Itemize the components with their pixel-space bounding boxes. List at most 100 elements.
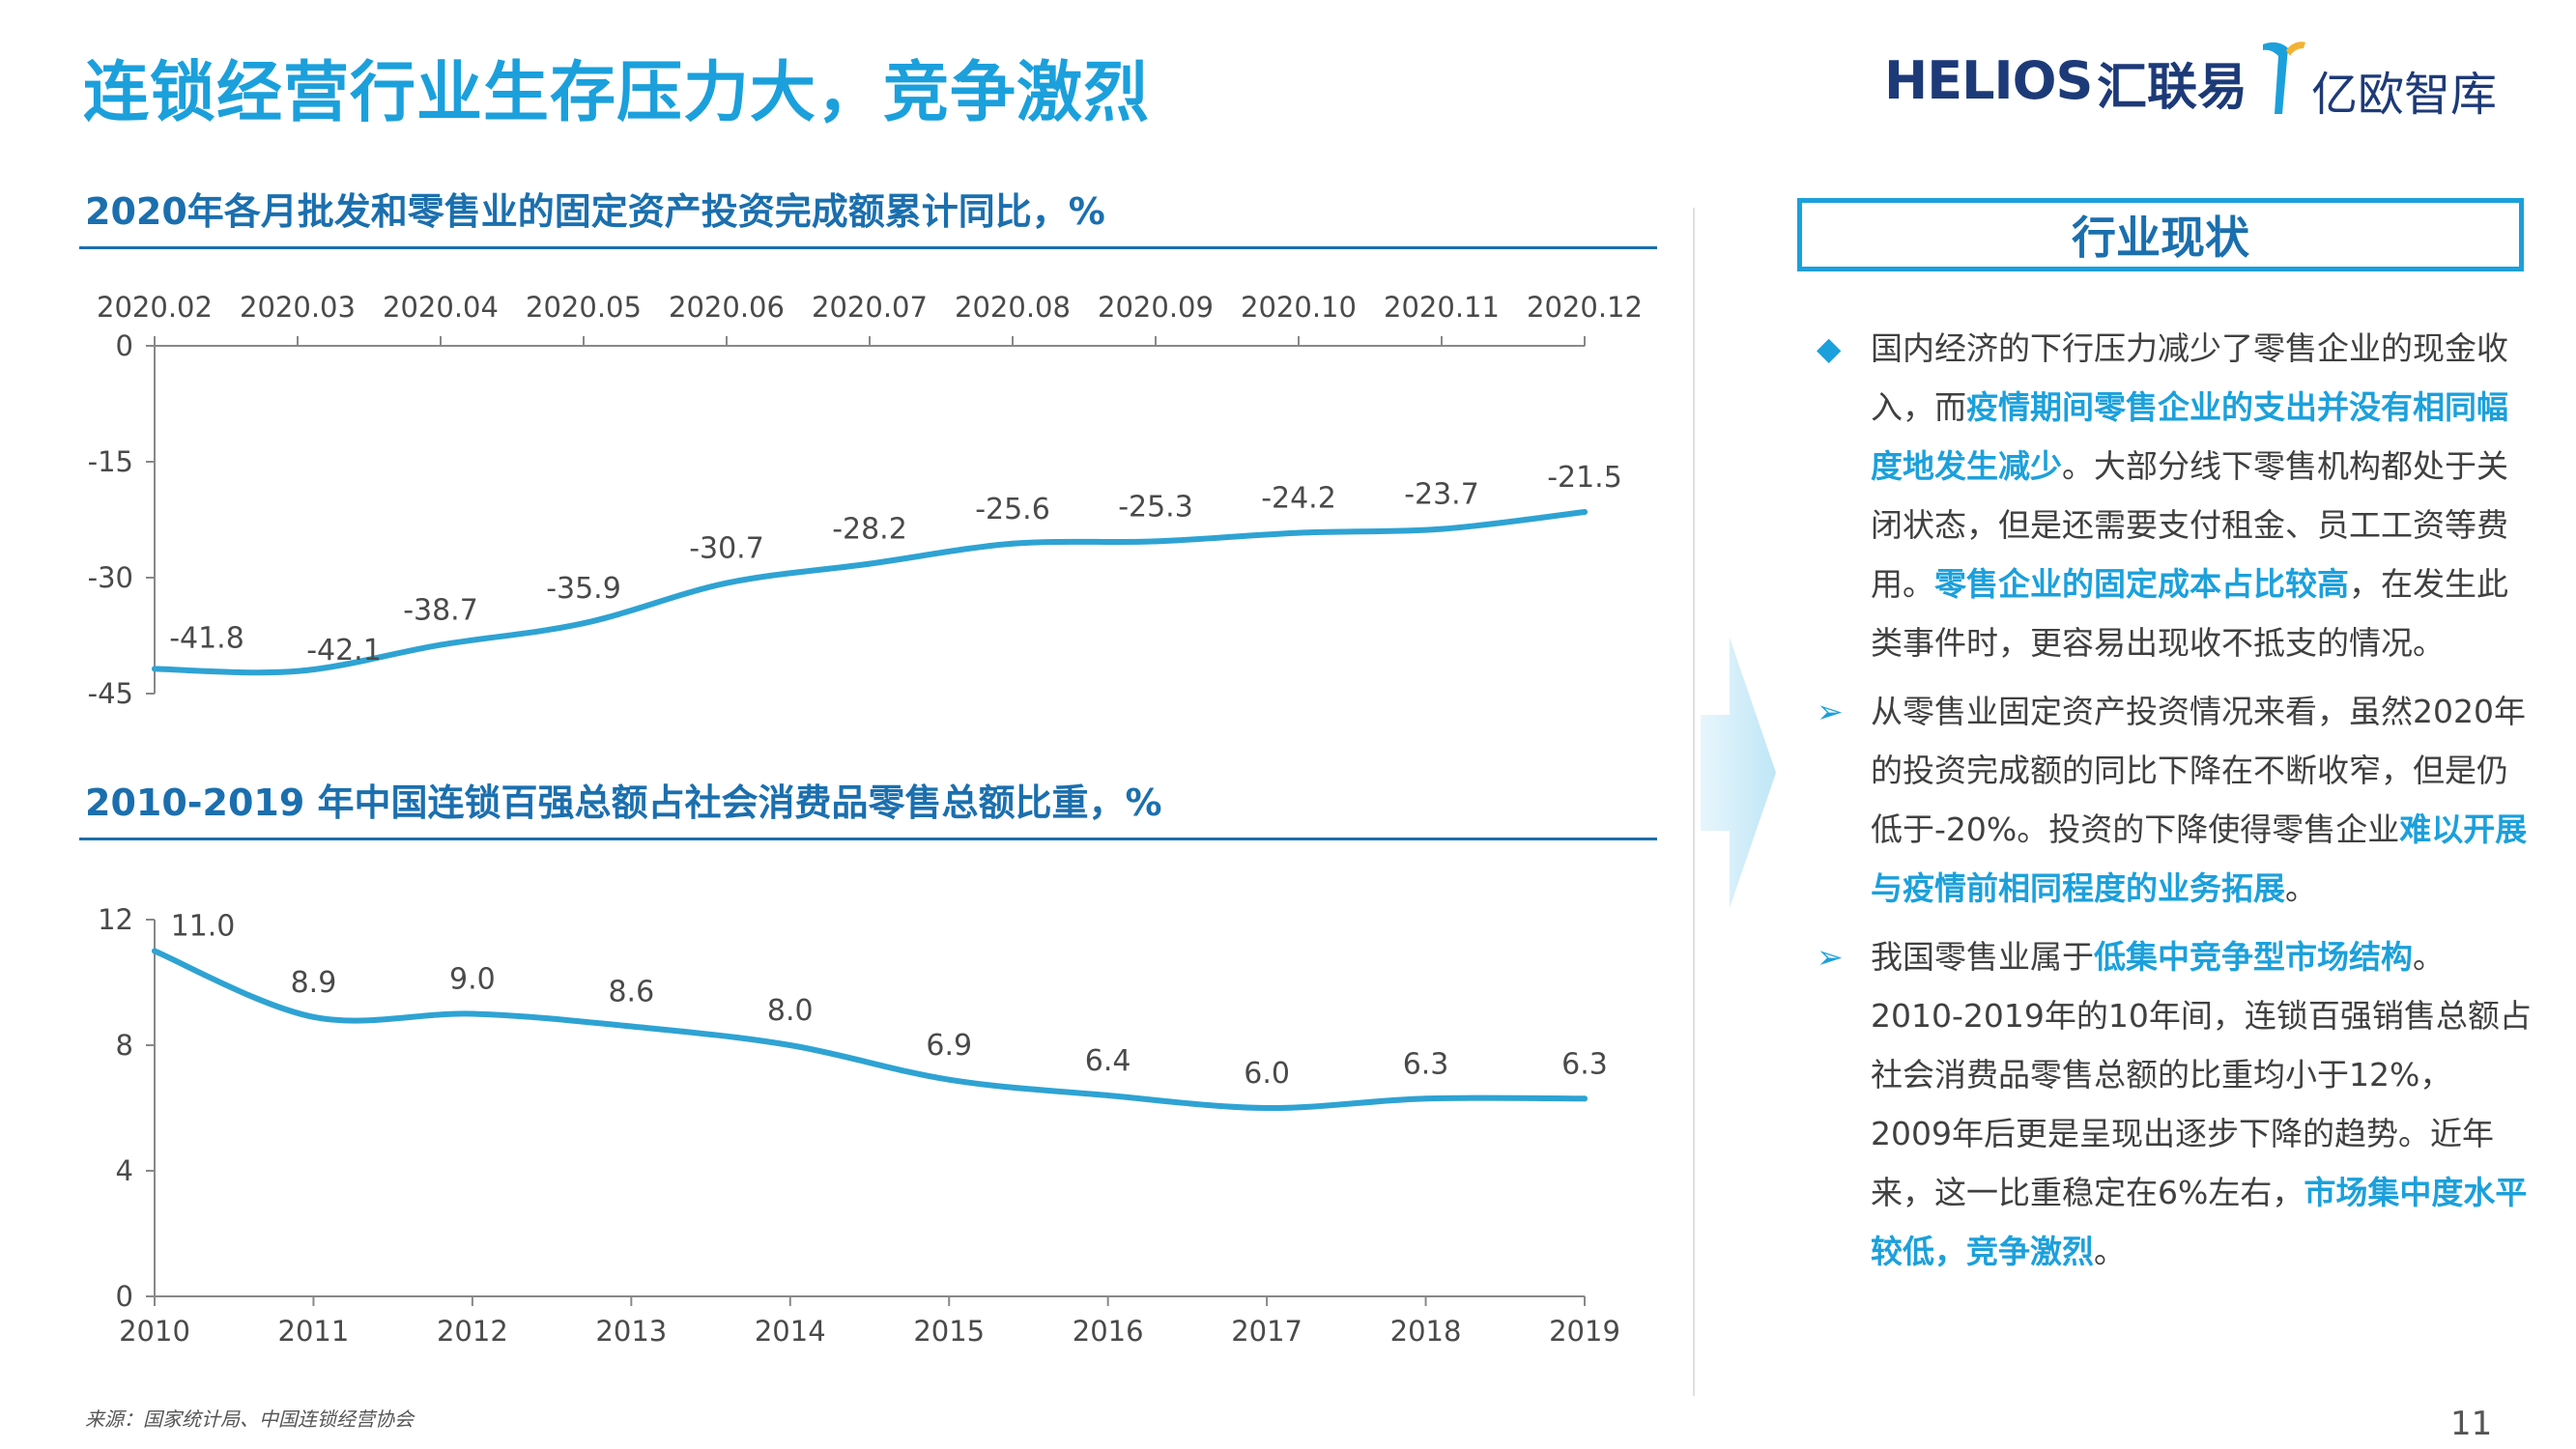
chart-2-data-label: 6.4: [1085, 1044, 1131, 1078]
highlight-text: 难以开展与疫情前相同程度的业务拓展: [1871, 810, 2528, 907]
chart-2-data-point: [310, 1013, 317, 1020]
chart-2-x-tick-label: 2011: [278, 1315, 350, 1348]
chart-1-title: 2020年各月批发和零售业的固定资产投资完成额累计同比，%: [85, 190, 1105, 233]
body-text: 。: [2285, 869, 2317, 907]
chart-2-y-tick-label: 4: [116, 1154, 133, 1187]
chart-2-data-label: 6.3: [1561, 1047, 1608, 1081]
chart-2-data-point: [1422, 1095, 1429, 1102]
chart-1-data-label: -28.2: [832, 513, 907, 547]
chart-2-x-tick-label: 2019: [1549, 1315, 1620, 1348]
chart-2-data-label: 6.9: [926, 1029, 972, 1063]
chart-2-title-rule: [79, 838, 1657, 840]
diamond-bullet-icon: ◆: [1817, 329, 1842, 367]
page-number: 11: [2450, 1405, 2493, 1443]
panel-bullet: ➢ 我国零售业属于低集中竞争型市场结构。2010-2019年的10年间，连锁百强销…: [1817, 927, 2532, 1281]
chart-2-data-point: [946, 1076, 953, 1083]
chart-1-x-tick-label: 2020.05: [526, 291, 642, 324]
chart-1-data-point: [867, 560, 873, 567]
chart-2-data-point: [1264, 1105, 1271, 1111]
vertical-divider: [1693, 208, 1695, 1396]
right-arrow-icon: [1701, 638, 1776, 908]
arrow-bullet-icon: ➢: [1817, 938, 1844, 976]
chart-2-data-point: [469, 1010, 475, 1017]
chart-2-x-tick-label: 2018: [1390, 1315, 1462, 1348]
chart-1-data-point: [1439, 526, 1445, 532]
highlight-text: 零售企业的固定成本占比较高: [1934, 565, 2349, 603]
panel-bullet: ➢ 从零售业固定资产投资情况来看，虽然2020年的投资完成额的同比下降在不断收窄，…: [1817, 682, 2532, 918]
chart-2-series-line: [152, 948, 1588, 1112]
chart-2-data-label: 9.0: [449, 963, 496, 997]
chart-2-x-tick-label: 2010: [119, 1315, 190, 1348]
chart-1-data-point: [1296, 529, 1302, 536]
chart-2-data-point: [1582, 1095, 1588, 1102]
chart-1-data-label: -24.2: [1261, 482, 1336, 516]
chart-1-data-label: -25.6: [975, 493, 1050, 526]
chart-1-x-tick-label: 2020.07: [812, 291, 928, 324]
body-text: ，在发生此类事件时，更容易出现收不抵支的情况。: [1871, 565, 2508, 662]
chart-1-x-tick-label: 2020.10: [1241, 291, 1357, 324]
iyiou-logo-icon: [2263, 42, 2305, 115]
highlight-text: 市场集中度水平较低，竞争激烈: [1871, 1174, 2528, 1270]
chart-1-title-rule: [79, 246, 1657, 249]
chart-2-y-tick-label: 12: [98, 903, 133, 936]
panel-bullets: ◆ 国内经济的下行压力减少了零售企业的现金收入，而疫情期间零售企业的支出并没有相同…: [1817, 319, 2532, 1291]
chart-2-data-label: 8.0: [767, 994, 814, 1028]
chart-2-data-point: [628, 1023, 635, 1030]
chart-1-y-tick-label: 0: [116, 329, 133, 362]
chart-1-data-label: -21.5: [1547, 461, 1622, 495]
highlight-text: 疫情期间零售企业的支出并没有相同幅度地发生减少: [1871, 388, 2508, 485]
chart-1-data-label: -42.1: [306, 634, 382, 668]
chart-1: 0 -15 -30 -45 2020.02 2020.03 2020.04 2020.05 20…: [88, 291, 1643, 710]
body-text: 。: [2094, 1233, 2126, 1270]
chart-2-y-tick-label: 0: [116, 1280, 133, 1313]
chart-1-data-point: [1010, 540, 1016, 547]
chart-1-x-tick-label: 2020.12: [1527, 291, 1643, 324]
chart-1-data-point: [724, 580, 730, 586]
chart-2-x-tick-label: 2013: [595, 1315, 667, 1348]
chart-1-data-point: [152, 666, 157, 672]
chart-2-data-label: 8.6: [608, 976, 654, 1009]
chart-1-x-tick-label: 2020.11: [1384, 291, 1500, 324]
chart-2-x-tick-label: 2015: [913, 1315, 985, 1348]
chart-1-x-tick-label: 2020.06: [669, 291, 785, 324]
chart-1-x-tick-label: 2020.03: [240, 291, 356, 324]
chart-1-data-label: -38.7: [403, 594, 478, 628]
chart-1-data-point: [581, 620, 587, 627]
body-text: 国内经济的下行压力减少了零售企业的现金收入，而: [1871, 329, 2508, 426]
chart-1-data-label: -41.8: [169, 621, 244, 655]
body-text: 从零售业固定资产投资情况来看，虽然2020年的投资完成额的同比下降在不断收窄，但…: [1871, 693, 2526, 848]
chart-2-data-label: 8.9: [291, 966, 337, 1000]
chart-2-y-tick-label: 8: [116, 1029, 133, 1062]
chart-1-data-point: [438, 641, 444, 648]
chart-1-data-label: -23.7: [1404, 478, 1479, 512]
chart-1-data-point: [1153, 538, 1159, 545]
chart-1-x-tick-label: 2020.08: [955, 291, 1071, 324]
highlight-text: 低集中竞争型市场结构: [2094, 938, 2413, 976]
chart-1-y-tick-label: -30: [88, 561, 133, 594]
chart-2-data-point: [787, 1042, 793, 1048]
chart-1-data-label: -25.3: [1118, 490, 1193, 524]
chart-1-x-tick-label: 2020.02: [97, 291, 213, 324]
chart-2-x-tick-label: 2017: [1231, 1315, 1302, 1348]
panel-bullet: ◆ 国内经济的下行压力减少了零售企业的现金收入，而疫情期间零售企业的支出并没有相同…: [1817, 319, 2532, 672]
chart-2-data-point: [1104, 1093, 1111, 1098]
chart-2-data-label: 6.0: [1244, 1057, 1290, 1091]
chart-2-title: 2010-2019 年中国连锁百强总额占社会消费品零售总额比重，%: [85, 781, 1162, 824]
chart-1-x-tick-label: 2020.04: [383, 291, 499, 324]
source-note: 来源：国家统计局、中国连锁经营协会: [85, 1407, 414, 1431]
page-title: 连锁经营行业生存压力大，竞争激烈: [83, 55, 1151, 131]
body-text: 我国零售业属于: [1871, 938, 2094, 976]
chart-1-x-tick-label: 2020.09: [1098, 291, 1214, 324]
chart-2-x-tick-label: 2012: [437, 1315, 508, 1348]
panel-header: 行业现状: [1797, 198, 2524, 271]
chart-1-data-point: [295, 668, 301, 674]
helios-logo-cn: 汇联易: [2097, 59, 2248, 117]
iyiou-logo-cn: 亿欧智库: [2311, 68, 2498, 122]
chart-1-y-tick-label: -15: [88, 445, 133, 478]
chart-1-data-label: -30.7: [689, 532, 764, 566]
body-text: 。2010-2019年的10年间，连锁百强销售总额占社会消费品零售总额的比重均小…: [1871, 938, 2532, 1211]
helios-logo: HELIOS: [1884, 50, 2093, 111]
chart-2-x-tick-label: 2016: [1073, 1315, 1144, 1348]
chart-2-data-label: 11.0: [171, 910, 236, 944]
